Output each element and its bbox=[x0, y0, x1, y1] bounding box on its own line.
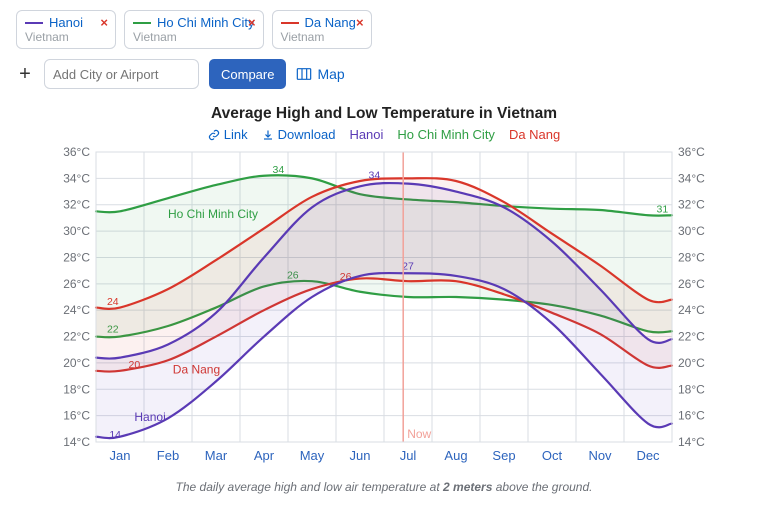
svg-text:Oct: Oct bbox=[542, 448, 563, 463]
chart-caption: The daily average high and low air tempe… bbox=[30, 480, 738, 494]
svg-text:22°C: 22°C bbox=[678, 330, 705, 344]
chip-city-name: Da Nang bbox=[305, 15, 356, 30]
temperature-chart: 14°C 14°C 16°C 16°C 18°C 18°C 20°C 20°C 22°C 22°C… bbox=[44, 146, 724, 476]
svg-text:24°C: 24°C bbox=[678, 303, 705, 317]
svg-text:14: 14 bbox=[109, 429, 121, 441]
svg-text:26°C: 26°C bbox=[678, 277, 705, 291]
svg-text:Nov: Nov bbox=[588, 448, 612, 463]
compare-button[interactable]: Compare bbox=[209, 59, 286, 89]
svg-text:14°C: 14°C bbox=[63, 435, 90, 449]
svg-text:34: 34 bbox=[369, 169, 381, 181]
svg-text:31: 31 bbox=[657, 204, 669, 216]
city-chip[interactable]: Ho Chi Minh CityVietnam× bbox=[124, 10, 264, 49]
city-chip[interactable]: Da NangVietnam× bbox=[272, 10, 372, 49]
chip-city-name: Hanoi bbox=[49, 15, 83, 30]
svg-text:28°C: 28°C bbox=[63, 250, 90, 264]
svg-text:Dec: Dec bbox=[636, 448, 660, 463]
svg-text:Mar: Mar bbox=[205, 448, 228, 463]
chip-city-name: Ho Chi Minh City bbox=[157, 15, 255, 30]
svg-text:20°C: 20°C bbox=[678, 356, 705, 370]
svg-text:32°C: 32°C bbox=[63, 198, 90, 212]
svg-text:34°C: 34°C bbox=[678, 171, 705, 185]
svg-text:14°C: 14°C bbox=[678, 435, 705, 449]
close-icon[interactable]: × bbox=[248, 15, 256, 30]
add-icon[interactable]: + bbox=[16, 63, 34, 86]
svg-text:24°C: 24°C bbox=[63, 303, 90, 317]
svg-text:Jul: Jul bbox=[400, 448, 417, 463]
svg-text:36°C: 36°C bbox=[678, 146, 705, 159]
svg-text:28°C: 28°C bbox=[678, 250, 705, 264]
svg-text:30°C: 30°C bbox=[63, 224, 90, 238]
chart-title: Average High and Low Temperature in Viet… bbox=[30, 105, 738, 123]
svg-text:36°C: 36°C bbox=[63, 146, 90, 159]
svg-text:34: 34 bbox=[273, 164, 285, 176]
svg-text:30°C: 30°C bbox=[678, 224, 705, 238]
svg-text:Jun: Jun bbox=[350, 448, 371, 463]
svg-text:34°C: 34°C bbox=[63, 171, 90, 185]
legend-hanoi[interactable]: Hanoi bbox=[349, 127, 383, 142]
svg-text:Ho Chi Minh City: Ho Chi Minh City bbox=[168, 207, 258, 221]
legend-hcmcity[interactable]: Ho Chi Minh City bbox=[397, 127, 495, 142]
map-link[interactable]: Map bbox=[296, 66, 344, 82]
search-container bbox=[44, 59, 199, 89]
svg-text:Now: Now bbox=[407, 427, 431, 441]
svg-text:26°C: 26°C bbox=[63, 277, 90, 291]
svg-text:18°C: 18°C bbox=[678, 382, 705, 396]
chip-country: Vietnam bbox=[25, 31, 107, 43]
legend-danang[interactable]: Da Nang bbox=[509, 127, 560, 142]
svg-text:18°C: 18°C bbox=[63, 382, 90, 396]
svg-text:Feb: Feb bbox=[157, 448, 179, 463]
svg-text:Aug: Aug bbox=[444, 448, 467, 463]
close-icon[interactable]: × bbox=[100, 15, 108, 30]
chip-swatch bbox=[281, 22, 299, 24]
search-input[interactable] bbox=[53, 67, 229, 82]
svg-text:22°C: 22°C bbox=[63, 330, 90, 344]
svg-text:Sep: Sep bbox=[492, 448, 515, 463]
chart-legend-row: Link Download Hanoi Ho Chi Minh City Da … bbox=[30, 127, 738, 142]
svg-text:20°C: 20°C bbox=[63, 356, 90, 370]
svg-text:16°C: 16°C bbox=[678, 409, 705, 423]
map-label: Map bbox=[317, 66, 344, 82]
svg-text:Hanoi: Hanoi bbox=[134, 410, 165, 424]
city-chip[interactable]: HanoiVietnam× bbox=[16, 10, 116, 49]
svg-text:32°C: 32°C bbox=[678, 198, 705, 212]
chip-country: Vietnam bbox=[281, 31, 363, 43]
svg-text:Jan: Jan bbox=[110, 448, 131, 463]
chip-swatch bbox=[133, 22, 151, 24]
svg-text:16°C: 16°C bbox=[63, 409, 90, 423]
svg-text:May: May bbox=[300, 448, 325, 463]
link-button[interactable]: Link bbox=[208, 127, 248, 142]
chip-country: Vietnam bbox=[133, 31, 255, 43]
svg-text:24: 24 bbox=[107, 296, 119, 308]
svg-text:Apr: Apr bbox=[254, 448, 275, 463]
chip-swatch bbox=[25, 22, 43, 24]
download-button[interactable]: Download bbox=[262, 127, 336, 142]
map-icon bbox=[296, 67, 312, 81]
close-icon[interactable]: × bbox=[356, 15, 364, 30]
